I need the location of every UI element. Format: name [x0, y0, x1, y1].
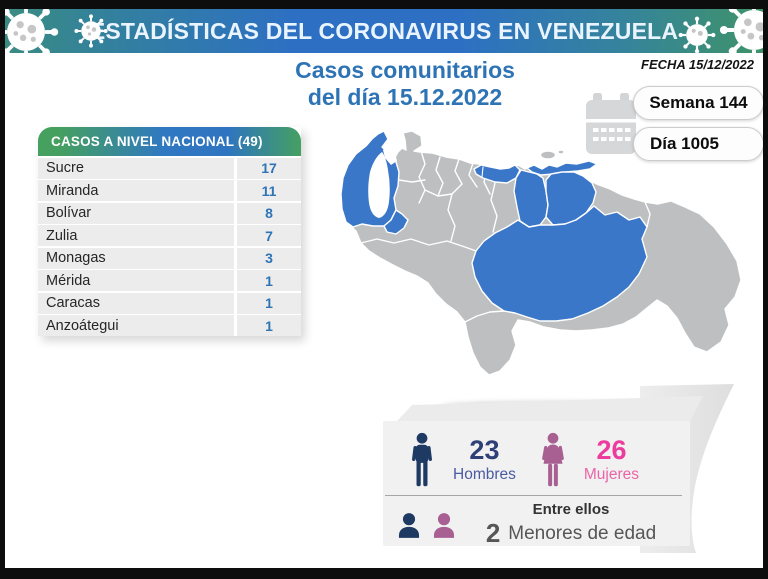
- map-state-caracas-border: [481, 166, 484, 178]
- table-row: Anzoátegui 1: [38, 315, 301, 336]
- subtitle-line2: del día 15.12.2022: [307, 84, 503, 110]
- state-name: Monagas: [38, 247, 234, 269]
- frame-border: [763, 0, 768, 579]
- minors-label: Menores de edad: [508, 522, 657, 544]
- table-row: Sucre 17: [38, 157, 301, 179]
- cases-table: CASOS A NIVEL NACIONAL (49) Sucre 17 Mira…: [38, 127, 301, 336]
- demographics-panel: 23 Hombres 26 Mujeres: [383, 421, 690, 549]
- day-badge: Día 1005: [633, 127, 764, 161]
- map-state-anzoategui: [513, 169, 549, 228]
- minors-text: Entre ellos 2 Menores de edad: [458, 501, 684, 549]
- men-count: 23: [469, 434, 500, 465]
- page-title: ESTADÍSTICAS DEL CORONAVIRUS EN VENEZUEL…: [89, 17, 679, 44]
- map-island: [557, 149, 565, 155]
- map-state-sucre: [526, 160, 598, 176]
- state-name: Bolívar: [38, 202, 234, 224]
- table-row: Miranda 11: [38, 180, 301, 201]
- person-bust-icon: [433, 513, 455, 538]
- subtitle-line1: Casos comunitarios: [295, 57, 515, 83]
- map-state-miranda: [473, 164, 521, 184]
- table-row: Caracas 1: [38, 292, 301, 314]
- state-cases: 1: [237, 270, 301, 291]
- table-row: Zulia 7: [38, 225, 301, 246]
- frame-border: [0, 0, 5, 579]
- cases-table-header: CASOS A NIVEL NACIONAL (49): [38, 127, 301, 156]
- man-icon: [412, 432, 432, 486]
- table-row: Monagas 3: [38, 247, 301, 269]
- state-name: Caracas: [38, 292, 234, 314]
- men-stat: 23 Hombres: [453, 436, 516, 484]
- gender-stats-row: 23 Hombres 26 Mujeres: [383, 421, 690, 491]
- table-row: Bolívar 8: [38, 202, 301, 224]
- minors-count: 2: [485, 518, 501, 548]
- virus-icon: [74, 14, 108, 48]
- state-cases: 17: [237, 157, 301, 179]
- table-row: Mérida 1: [38, 270, 301, 291]
- minors-icons: [395, 512, 458, 538]
- women-count: 26: [596, 434, 627, 465]
- date-label: FECHA 15/12/2022: [641, 57, 754, 72]
- state-name: Sucre: [38, 157, 234, 179]
- women-stat: 26 Mujeres: [584, 436, 639, 484]
- map-lake-maracaibo: [368, 152, 390, 218]
- minors-row: Entre ellos 2 Menores de edad: [383, 496, 690, 549]
- calendar-icon: [586, 93, 636, 154]
- state-cases: 3: [237, 247, 301, 269]
- woman-icon: [542, 432, 564, 486]
- map-gulf: [383, 146, 397, 165]
- title-banner: ESTADÍSTICAS DEL CORONAVIRUS EN VENEZUEL…: [0, 0, 768, 65]
- women-label: Mujeres: [583, 465, 640, 483]
- map-island-margarita: [539, 150, 557, 160]
- state-name: Anzoátegui: [38, 315, 234, 336]
- minors-intro: Entre ellos: [532, 501, 610, 518]
- map-state-bolivar: [471, 205, 648, 322]
- state-cases: 7: [237, 225, 301, 246]
- week-badge: Semana 144: [633, 86, 764, 120]
- map-state-merida: [383, 209, 409, 235]
- state-name: Miranda: [38, 180, 234, 201]
- map-state-monagas: [545, 171, 597, 226]
- state-cases: 11: [237, 180, 301, 201]
- men-label: Hombres: [453, 465, 516, 483]
- frame-border: [0, 568, 768, 579]
- state-cases: 1: [237, 292, 301, 314]
- state-name: Mérida: [38, 270, 234, 291]
- virus-icon: [719, 0, 768, 65]
- virus-icon: [0, 0, 59, 65]
- virus-icon: [678, 16, 716, 54]
- venezuela-map: [340, 130, 742, 376]
- frame-border: [0, 0, 768, 9]
- state-name: Zulia: [38, 225, 234, 246]
- subtitle: Casos comunitarios del día 15.12.2022: [255, 57, 555, 111]
- panel-divider: [385, 495, 682, 496]
- state-cases: 8: [237, 202, 301, 224]
- person-bust-icon: [398, 513, 420, 538]
- state-cases: 1: [237, 315, 301, 336]
